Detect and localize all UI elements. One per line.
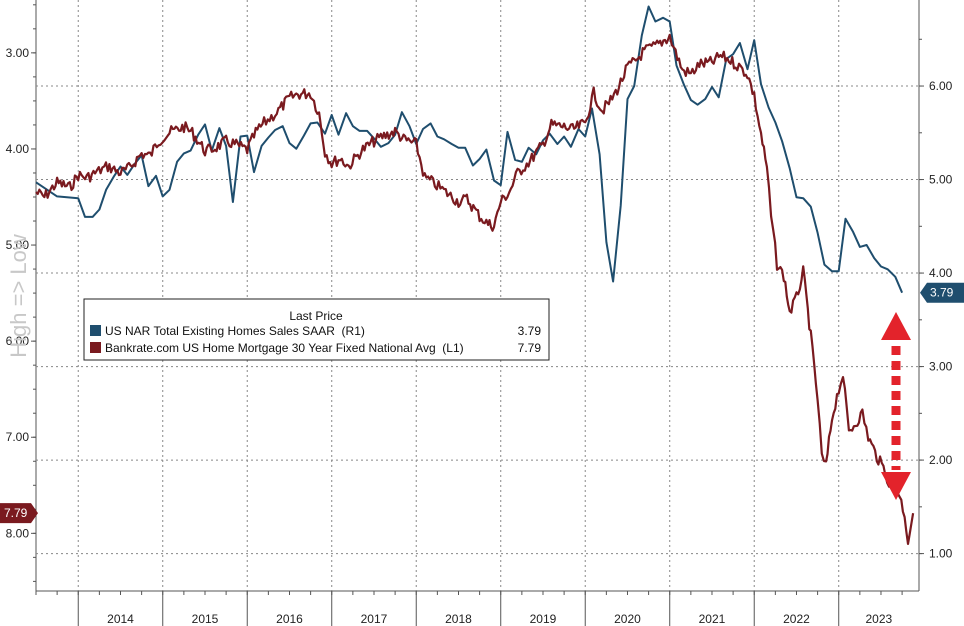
x-axis-year-labels: 2014 2015 2016 2017 2018 2019 2020 2021 2022 2023 — [35, 591, 903, 626]
legend-swatch-sales — [90, 325, 101, 336]
plot-area — [36, 0, 919, 591]
gap-arrow-annotation — [881, 312, 911, 500]
left-axis-tick-label: 6.00 — [6, 334, 30, 348]
gap-arrow-down-head — [881, 472, 911, 500]
legend-title: Last Price — [289, 309, 343, 323]
legend-value-mortgage: 7.79 — [518, 341, 542, 355]
x-axis-year-label: 2021 — [699, 612, 726, 626]
right-axis-tick-label: 6.00 — [929, 79, 953, 93]
right-last-value-tag-shape — [920, 282, 964, 303]
legend-swatch-mortgage — [90, 342, 101, 353]
right-axis-tick-label: 1.00 — [929, 547, 953, 561]
x-axis-year-label: 2022 — [783, 612, 810, 626]
x-axis-year-label: 2014 — [107, 612, 134, 626]
right-axis-tick-label: 4.00 — [929, 266, 953, 280]
left-axis-tick-label: 7.00 — [6, 430, 30, 444]
series-line-existing-home-sales — [35, 5, 904, 294]
left-axis-tick-label: 4.00 — [6, 142, 30, 156]
right-axis-tick-label: 3.00 — [929, 360, 953, 374]
left-axis-tick-label: 3.00 — [6, 46, 30, 60]
x-axis-year-label: 2023 — [866, 612, 893, 626]
x-axis-year-label: 2015 — [192, 612, 219, 626]
x-axis-year-label: 2019 — [530, 612, 557, 626]
x-axis-year-label: 2017 — [361, 612, 388, 626]
right-axis-ticks: 1.00 2.00 3.00 4.00 5.00 6.00 — [919, 38, 953, 561]
legend-label-sales: US NAR Total Existing Homes Sales SAAR (… — [105, 324, 365, 338]
legend-value-sales: 3.79 — [518, 324, 542, 338]
x-axis-year-label: 2020 — [614, 612, 641, 626]
legend-label-mortgage: Bankrate.com US Home Mortgage 30 Year Fi… — [105, 341, 464, 355]
right-axis-tick-label: 5.00 — [929, 173, 953, 187]
left-last-value-tag-shape — [0, 503, 38, 524]
right-axis-tick-label: 2.00 — [929, 453, 953, 467]
left-axis-tick-label: 8.00 — [6, 526, 30, 540]
legend: Last Price US NAR Total Existing Homes S… — [83, 298, 550, 361]
right-last-value-tag: 3.79 — [920, 282, 964, 303]
series-layer — [35, 5, 915, 545]
grid-layer — [36, 0, 919, 591]
right-last-value-label: 3.79 — [930, 286, 954, 300]
left-axis-tick-label: 5.00 — [6, 238, 30, 252]
side-annotation: High => Low — [6, 234, 31, 358]
left-last-value-tag: 7.79 — [0, 503, 38, 524]
gap-arrow-up-head — [881, 312, 911, 340]
x-axis-year-label: 2016 — [276, 612, 303, 626]
x-axis-year-label: 2018 — [445, 612, 472, 626]
legend-box — [83, 298, 550, 361]
left-last-value-label: 7.79 — [4, 506, 28, 520]
series-line-mortgage-rate — [35, 33, 915, 545]
left-axis-ticks: 3.00 4.00 5.00 6.00 7.00 8.00 — [6, 4, 36, 582]
